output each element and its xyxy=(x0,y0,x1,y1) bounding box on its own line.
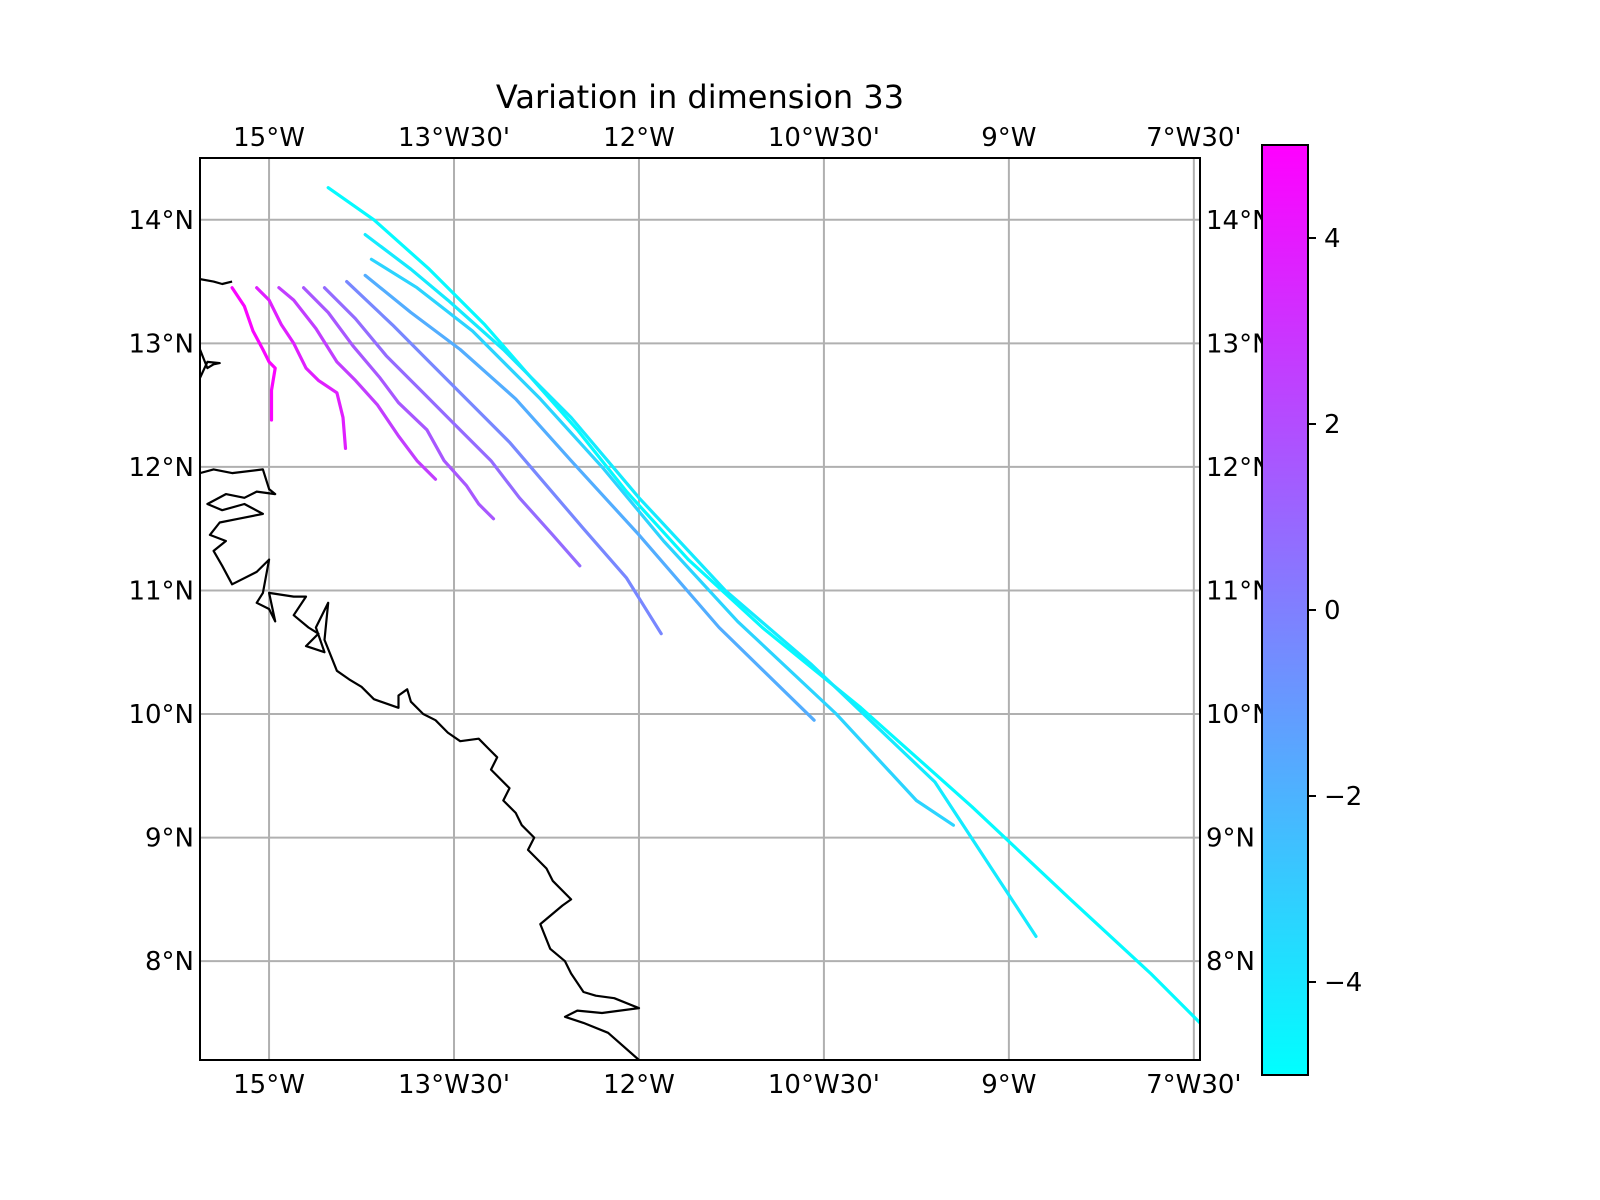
coastline xyxy=(200,278,641,1060)
x-tick-label-top: 9°W xyxy=(981,123,1036,153)
coastline-segment xyxy=(200,468,641,1060)
track-line-5 xyxy=(345,280,663,636)
y-tick-label-left: 9°N xyxy=(145,824,194,854)
y-tick-label-left: 12°N xyxy=(128,453,194,483)
y-tick-label-right: 8°N xyxy=(1206,947,1255,977)
track-line-7 xyxy=(302,286,496,521)
y-tick-label-left: 14°N xyxy=(128,206,194,236)
chart-title: Variation in dimension 33 xyxy=(496,78,904,116)
x-tick-label-bottom: 13°W30' xyxy=(398,1070,510,1100)
x-tick-label-bottom: 9°W xyxy=(981,1070,1036,1100)
x-tick-label-bottom: 7°W30' xyxy=(1146,1070,1241,1100)
y-tick-label-right: 9°N xyxy=(1206,824,1255,854)
y-tick-label-left: 11°N xyxy=(128,576,194,606)
y-tick-label-right: 12°N xyxy=(1206,453,1272,483)
x-tick-label-top: 12°W xyxy=(603,123,675,153)
colorbar-tick-label: 0 xyxy=(1324,596,1341,626)
plot-frame xyxy=(199,157,1201,1061)
track-line-9 xyxy=(255,286,348,450)
y-tick-label-left: 8°N xyxy=(145,947,194,977)
y-tick-label-right: 10°N xyxy=(1206,700,1272,730)
x-tick-label-bottom: 12°W xyxy=(603,1070,675,1100)
colorbar-tick-label: 2 xyxy=(1324,410,1341,440)
axis-tick-labels: 15°W 15°W 13°W30' 13°W30' 12°W 12°W 10°W30' 10°… xyxy=(128,123,1271,1100)
x-tick-label-top: 10°W30' xyxy=(768,123,880,153)
coastline-segment xyxy=(200,278,233,286)
x-tick-label-top: 13°W30' xyxy=(398,123,510,153)
x-tick-label-bottom: 15°W xyxy=(233,1070,305,1100)
x-tick-label-top: 15°W xyxy=(233,123,305,153)
track-line-4 xyxy=(363,273,816,722)
colorbar-tick-label: −2 xyxy=(1324,782,1362,812)
x-tick-label-bottom: 10°W30' xyxy=(768,1070,880,1100)
track-lines xyxy=(230,186,1200,1026)
colorbar-tick-label: 4 xyxy=(1324,224,1341,254)
colorbar-tick-label: −4 xyxy=(1324,968,1362,998)
track-line-3 xyxy=(369,257,956,827)
x-tick-label-top: 7°W30' xyxy=(1146,123,1241,153)
colorbar-ticks: 4 2 0 −2 −4 xyxy=(1308,224,1362,998)
track-line-8 xyxy=(277,286,438,481)
gridlines xyxy=(200,158,1200,1060)
coastline-segment xyxy=(200,349,221,379)
track-line-1 xyxy=(326,186,1200,1026)
y-tick-label-right: 11°N xyxy=(1206,576,1272,606)
track-line-6 xyxy=(322,286,582,568)
y-tick-label-right: 14°N xyxy=(1206,206,1272,236)
track-line-10 xyxy=(230,286,277,422)
y-tick-label-left: 13°N xyxy=(128,329,194,359)
y-tick-label-right: 13°N xyxy=(1206,329,1272,359)
colorbar-gradient xyxy=(1261,144,1309,1076)
colorbar: 4 2 0 −2 −4 xyxy=(1261,144,1362,1076)
y-tick-label-left: 10°N xyxy=(128,700,194,730)
track-line-2 xyxy=(363,233,1038,939)
